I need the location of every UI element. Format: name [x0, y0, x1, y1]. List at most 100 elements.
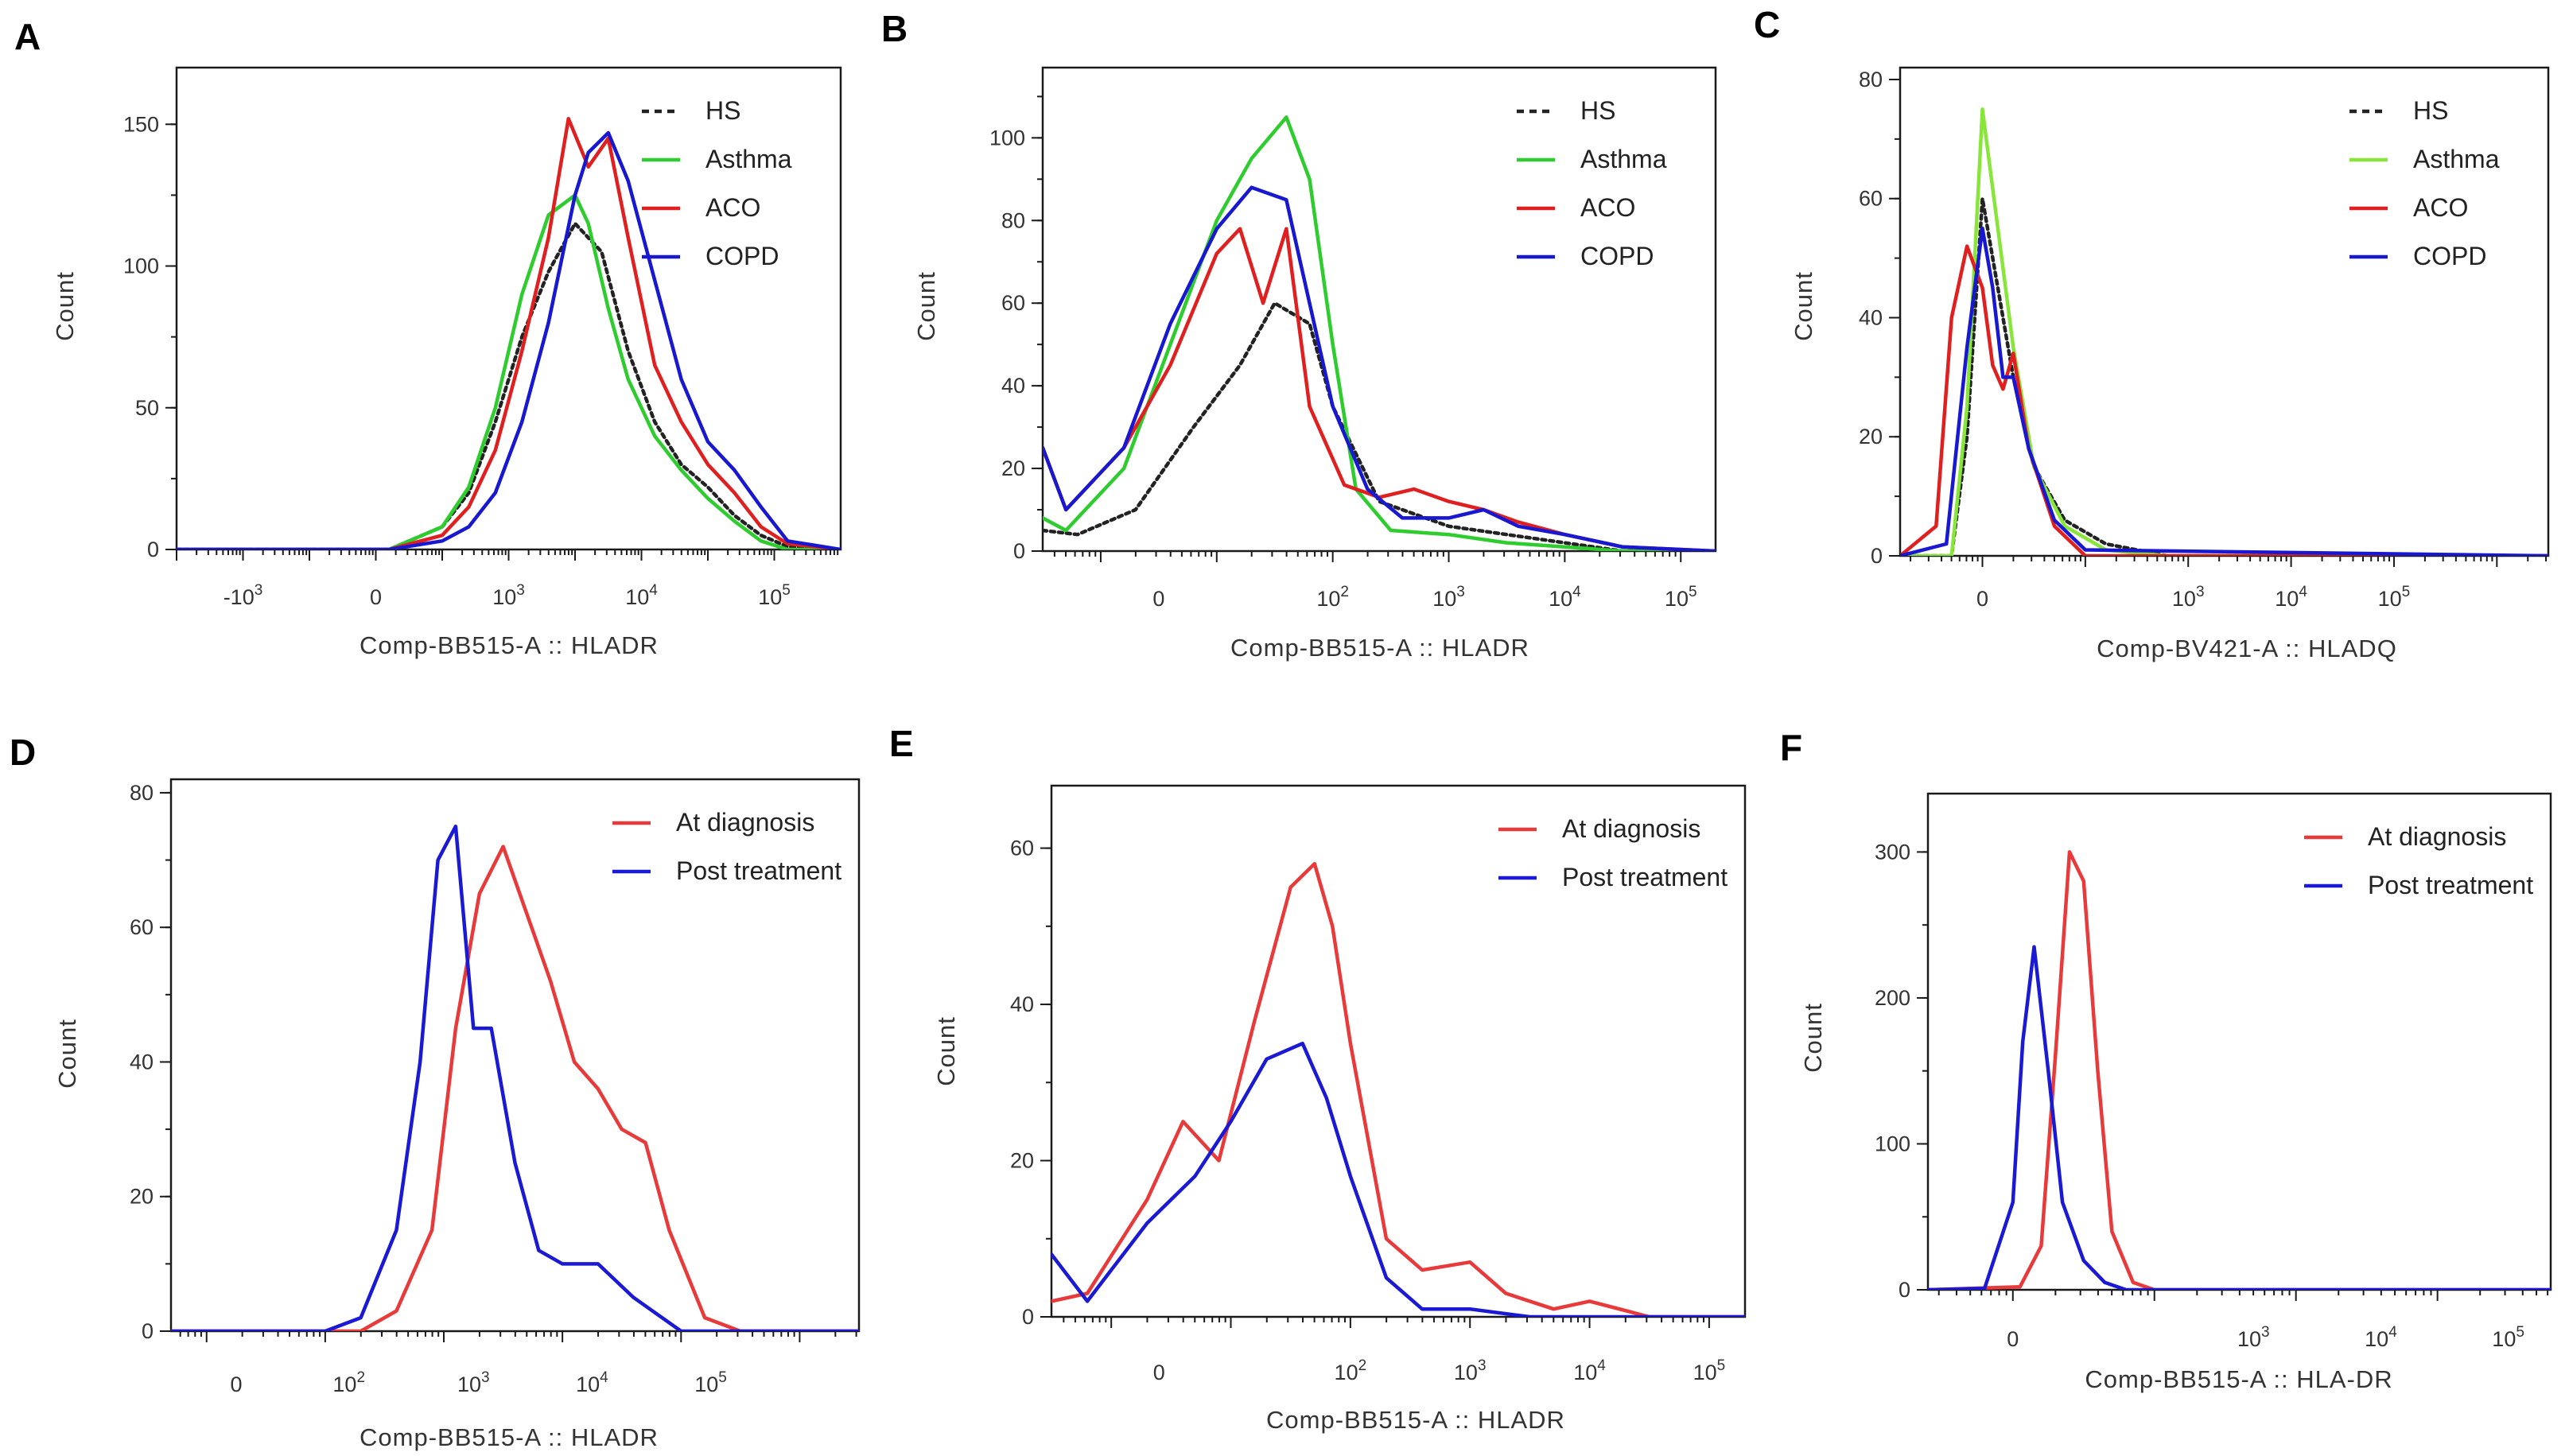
- y-axis-title: Count: [912, 271, 940, 341]
- y-tick-label: 80: [1001, 208, 1025, 232]
- legend-label: Asthma: [2413, 145, 2500, 173]
- panel-letter: C: [1754, 4, 1780, 45]
- x-tick-label: 105: [1665, 584, 1697, 611]
- legend-label: HS: [705, 96, 740, 125]
- plot-frame: [1050, 784, 1747, 1318]
- y-tick-label: 100: [1875, 1132, 1910, 1155]
- legend-label: At diagnosis: [1562, 814, 1700, 843]
- legend-label: COPD: [705, 242, 779, 270]
- series-at-diagnosis: [1928, 850, 2551, 1290]
- y-tick-label: 40: [1010, 992, 1034, 1016]
- x-tick-label: 103: [1432, 584, 1465, 611]
- series-hs: [177, 221, 841, 549]
- series-at-diagnosis: [171, 844, 859, 1331]
- legend-label: ACO: [1580, 193, 1635, 222]
- legend-label: ACO: [2413, 193, 2468, 222]
- y-tick-label: 60: [130, 915, 154, 939]
- x-tick-label: 102: [332, 1369, 365, 1396]
- x-tick-label: 104: [1573, 1357, 1606, 1384]
- legend-label: Post treatment: [1562, 863, 1728, 891]
- x-tick-label: 0: [370, 585, 382, 609]
- series-post-treatment: [1928, 945, 2551, 1290]
- y-tick-label: 0: [1022, 1305, 1034, 1329]
- x-tick-label: 104: [2275, 584, 2307, 611]
- legend-label: At diagnosis: [2368, 822, 2506, 851]
- y-tick-label: 20: [1859, 425, 1883, 448]
- panel-letter: E: [889, 723, 914, 764]
- x-tick-label: 103: [457, 1369, 490, 1396]
- y-axis-title: Count: [53, 1019, 81, 1089]
- series-asthma: [1043, 115, 1716, 551]
- y-tick-label: 300: [1875, 840, 1910, 864]
- panel-letter: F: [1780, 727, 1802, 768]
- y-tick-label: 50: [135, 396, 159, 420]
- y-tick-label: 60: [1001, 291, 1025, 315]
- x-tick-label: 0: [231, 1373, 243, 1396]
- y-tick-label: 20: [1001, 456, 1025, 480]
- legend-label: HS: [2413, 96, 2448, 125]
- x-tick-label: 105: [1693, 1357, 1726, 1384]
- legend-label: At diagnosis: [676, 808, 814, 837]
- legend-label: COPD: [2413, 242, 2486, 270]
- y-tick-label: 80: [1859, 68, 1883, 91]
- panel-b: B 0 20 40 60 80 100 0 102 103 104 105 Comp-BB515-A :…: [881, 8, 1717, 662]
- x-tick-label: 103: [2237, 1324, 2270, 1351]
- x-tick-label: 104: [2365, 1324, 2397, 1351]
- x-tick-label: 0: [2007, 1327, 2019, 1351]
- y-tick-label: 20: [130, 1185, 154, 1209]
- y-tick-label: 150: [123, 112, 159, 136]
- y-tick-label: 40: [1001, 374, 1025, 398]
- x-tick-label: 105: [694, 1369, 727, 1396]
- series-aco: [1043, 227, 1716, 551]
- y-tick-label: 60: [1010, 837, 1034, 860]
- x-tick-label: 104: [1549, 584, 1581, 611]
- x-tick-label: 103: [492, 582, 525, 609]
- x-tick-label: 104: [576, 1369, 608, 1396]
- y-axis-title: Count: [932, 1016, 960, 1086]
- series-post-treatment: [1051, 1041, 1745, 1317]
- y-tick-label: 20: [1010, 1149, 1034, 1173]
- x-axis-title: Comp-BB515-A :: HLA-DR: [2085, 1365, 2392, 1393]
- x-tick-label: -103: [223, 582, 263, 609]
- series-aco: [177, 116, 841, 549]
- x-tick-label: 104: [625, 582, 658, 609]
- legend-label: HS: [1580, 96, 1615, 125]
- x-tick-label: 0: [1153, 1361, 1165, 1384]
- plot-frame: [1041, 66, 1717, 553]
- x-tick-label: 0: [1152, 587, 1164, 611]
- y-axis-title: Count: [1799, 1003, 1827, 1073]
- series-copd: [1043, 185, 1716, 551]
- series-at-diagnosis: [1051, 861, 1745, 1317]
- series-copd: [177, 130, 841, 549]
- x-tick-label: 105: [758, 582, 791, 609]
- x-tick-label: 105: [2492, 1324, 2524, 1351]
- series-post-treatment: [171, 824, 859, 1331]
- y-tick-label: 200: [1875, 986, 1910, 1010]
- x-axis-title: Comp-BB515-A :: HLADR: [1230, 634, 1529, 662]
- y-tick-label: 0: [142, 1319, 154, 1343]
- plot-frame: [1899, 66, 2550, 557]
- y-tick-label: 60: [1859, 187, 1883, 211]
- y-tick-label: 0: [1871, 544, 1883, 568]
- series-asthma: [177, 193, 841, 549]
- x-tick-label: 102: [1335, 1357, 1367, 1384]
- panel-letter: B: [881, 8, 908, 49]
- y-axis-title: Count: [1790, 271, 1817, 341]
- panel-letter: A: [14, 16, 41, 57]
- series-hs: [1043, 301, 1716, 551]
- y-tick-label: 80: [130, 781, 154, 805]
- series-copd: [1900, 226, 2548, 556]
- panel-letter: D: [10, 732, 36, 773]
- y-tick-label: 100: [123, 254, 159, 278]
- legend-label: Asthma: [705, 145, 792, 173]
- legend-label: Post treatment: [676, 856, 841, 885]
- x-axis-title: Comp-BV421-A :: HLADQ: [2097, 635, 2397, 662]
- legend-label: COPD: [1580, 242, 1654, 270]
- y-tick-label: 40: [130, 1050, 154, 1074]
